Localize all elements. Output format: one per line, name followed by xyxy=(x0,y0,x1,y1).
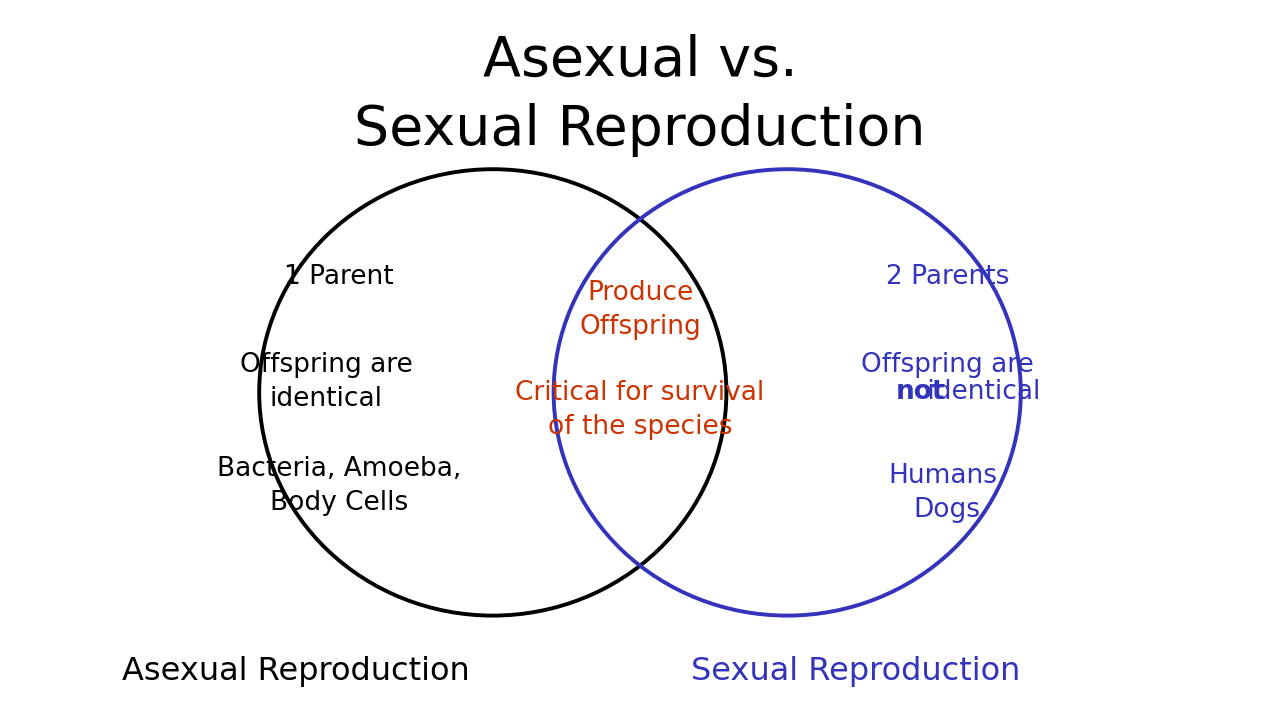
Text: 1 Parent: 1 Parent xyxy=(284,264,394,290)
Text: Bacteria, Amoeba,
Body Cells: Bacteria, Amoeba, Body Cells xyxy=(218,456,461,516)
Text: Critical for survival
of the species: Critical for survival of the species xyxy=(516,380,764,441)
Text: Sexual Reproduction: Sexual Reproduction xyxy=(355,102,925,157)
Text: identical: identical xyxy=(919,379,1041,405)
Text: Asexual vs.: Asexual vs. xyxy=(483,34,797,88)
Text: Offspring are
identical: Offspring are identical xyxy=(241,351,412,412)
Text: Humans,
Dogs: Humans, Dogs xyxy=(888,463,1006,523)
Text: Asexual Reproduction: Asexual Reproduction xyxy=(122,655,470,687)
Text: not: not xyxy=(896,379,946,405)
Text: Produce
Offspring: Produce Offspring xyxy=(579,279,701,340)
Text: Offspring are: Offspring are xyxy=(861,352,1033,378)
Text: 2 Parents: 2 Parents xyxy=(886,264,1009,290)
Text: Sexual Reproduction: Sexual Reproduction xyxy=(691,655,1020,687)
